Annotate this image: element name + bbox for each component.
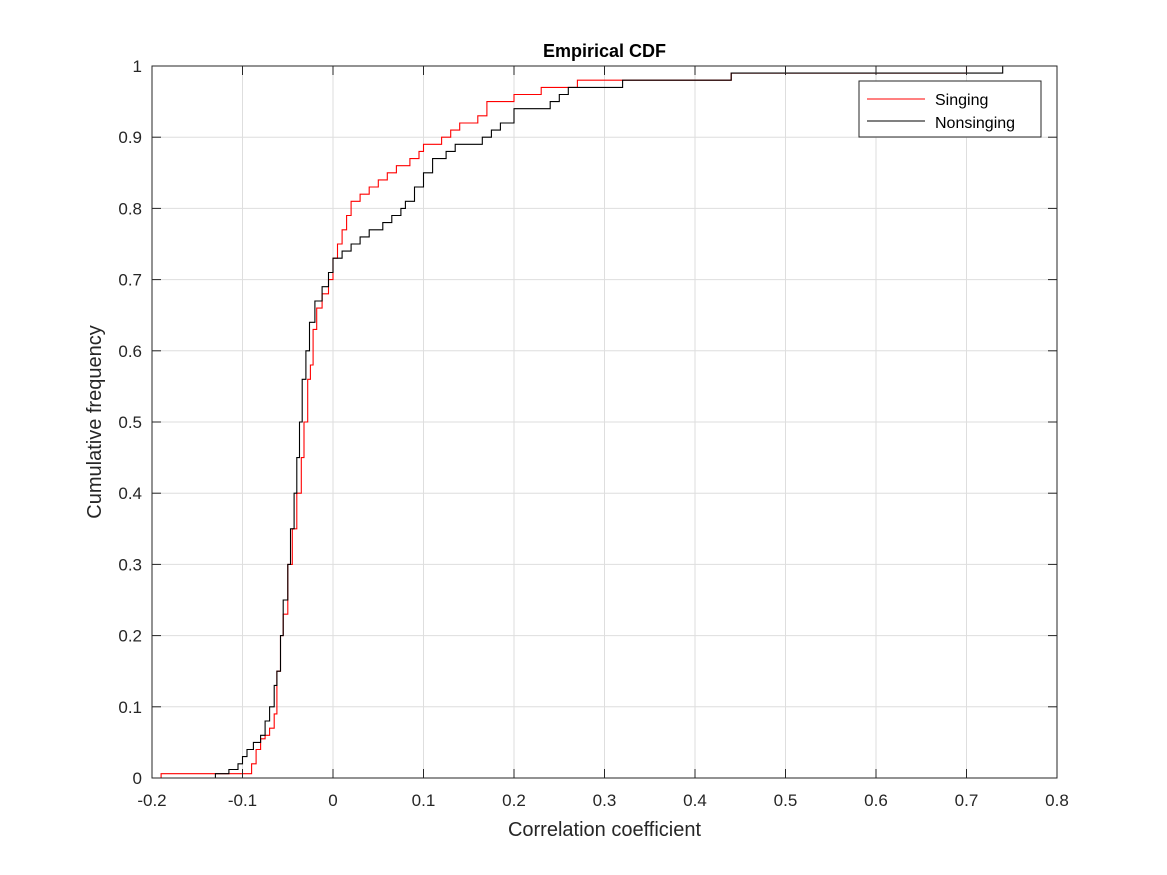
legend-box <box>858 80 1042 138</box>
y-tick-label: 0.9 <box>118 128 142 147</box>
chart-title: Empirical CDF <box>543 41 666 61</box>
x-tick-label: 0.2 <box>502 791 526 810</box>
y-tick-label: 0.2 <box>118 627 142 646</box>
x-axis-label: Correlation coefficient <box>508 819 702 841</box>
y-tick-label: 0.7 <box>118 271 142 290</box>
axis-tick-labels: -0.2 -0.1 0 0.1 0.2 0.3 0.4 0.5 0.6 0.7 0.8 0 0.1 0.2… <box>118 57 1068 810</box>
y-tick-label: 0.3 <box>118 555 142 574</box>
y-tick-label: 1 <box>133 57 142 76</box>
legend-label-singing: Singing <box>935 92 988 109</box>
x-tick-label: -0.1 <box>228 791 257 810</box>
grid-lines <box>152 66 1057 778</box>
y-tick-label: 0.8 <box>118 199 142 218</box>
x-tick-label: 0 <box>328 791 337 810</box>
y-axis-label: Cumulative frequency <box>84 325 106 518</box>
legend-label-nonsinging: Nonsinging <box>935 115 1015 132</box>
axis-ticks <box>151 65 1058 779</box>
y-tick-label: 0.5 <box>118 413 142 432</box>
series-layer <box>160 65 1004 778</box>
y-tick-label: 0.6 <box>118 342 142 361</box>
series-line-nonsinging <box>214 66 1004 778</box>
x-tick-label: 0.7 <box>955 791 979 810</box>
x-tick-label: 0.5 <box>774 791 798 810</box>
x-tick-label: 0.3 <box>593 791 617 810</box>
x-tick-label: 0.8 <box>1045 791 1069 810</box>
y-tick-label: 0 <box>133 769 142 788</box>
x-tick-label: 0.6 <box>864 791 888 810</box>
y-tick-label: 0.4 <box>118 484 142 503</box>
x-tick-label: 0.1 <box>412 791 436 810</box>
x-tick-label: -0.2 <box>137 791 166 810</box>
legend: Singing Nonsinging <box>858 80 1042 138</box>
y-tick-label: 0.1 <box>118 698 142 717</box>
x-tick-label: 0.4 <box>683 791 707 810</box>
